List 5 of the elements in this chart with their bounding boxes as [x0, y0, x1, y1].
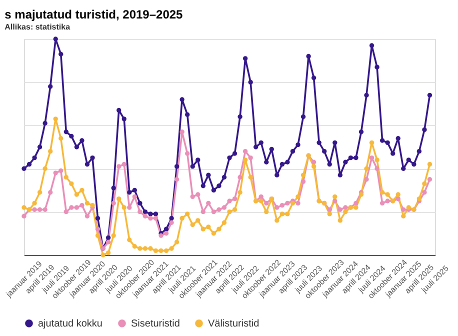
- legend-label: Siseturistid: [131, 318, 180, 330]
- chart-title: s majutatud turistid, 2019–2025: [4, 8, 184, 22]
- legend-label: ajutatud kokku: [38, 318, 102, 330]
- text: Allikas: statistika: [4, 22, 71, 32]
- legend-label: Välisturistid: [208, 318, 260, 330]
